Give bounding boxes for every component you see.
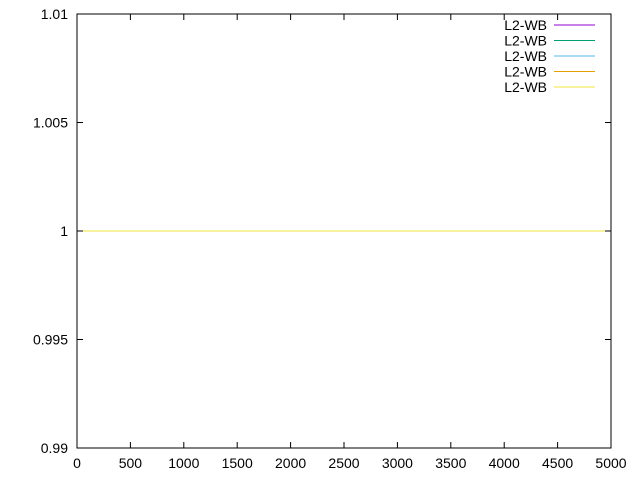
x-tick-label: 2500 — [328, 455, 359, 471]
y-tick-label: 1.01 — [41, 6, 68, 22]
y-tick-label: 1.005 — [33, 115, 68, 131]
x-tick-label: 5000 — [595, 455, 626, 471]
y-tick-label: 0.99 — [41, 440, 68, 456]
x-tick-label: 1500 — [222, 455, 253, 471]
y-tick-label: 0.995 — [33, 332, 68, 348]
x-tick-label: 1000 — [168, 455, 199, 471]
x-tick-label: 4000 — [489, 455, 520, 471]
x-tick-label: 500 — [119, 455, 143, 471]
x-tick-label: 3500 — [435, 455, 466, 471]
legend-label: L2-WB — [504, 79, 547, 95]
x-tick-label: 0 — [73, 455, 81, 471]
legend-label: L2-WB — [504, 17, 547, 33]
x-tick-label: 4500 — [542, 455, 573, 471]
x-tick-label: 2000 — [275, 455, 306, 471]
ticks-layer: 0 500 1000 1500 2000 2500 3000 3500 4000 4500 5000… — [33, 6, 627, 471]
legend-label: L2-WB — [504, 33, 547, 49]
legend-label: L2-WB — [504, 64, 547, 80]
y-tick-label: 1 — [60, 223, 68, 239]
legend-label: L2-WB — [504, 48, 547, 64]
x-tick-label: 3000 — [382, 455, 413, 471]
